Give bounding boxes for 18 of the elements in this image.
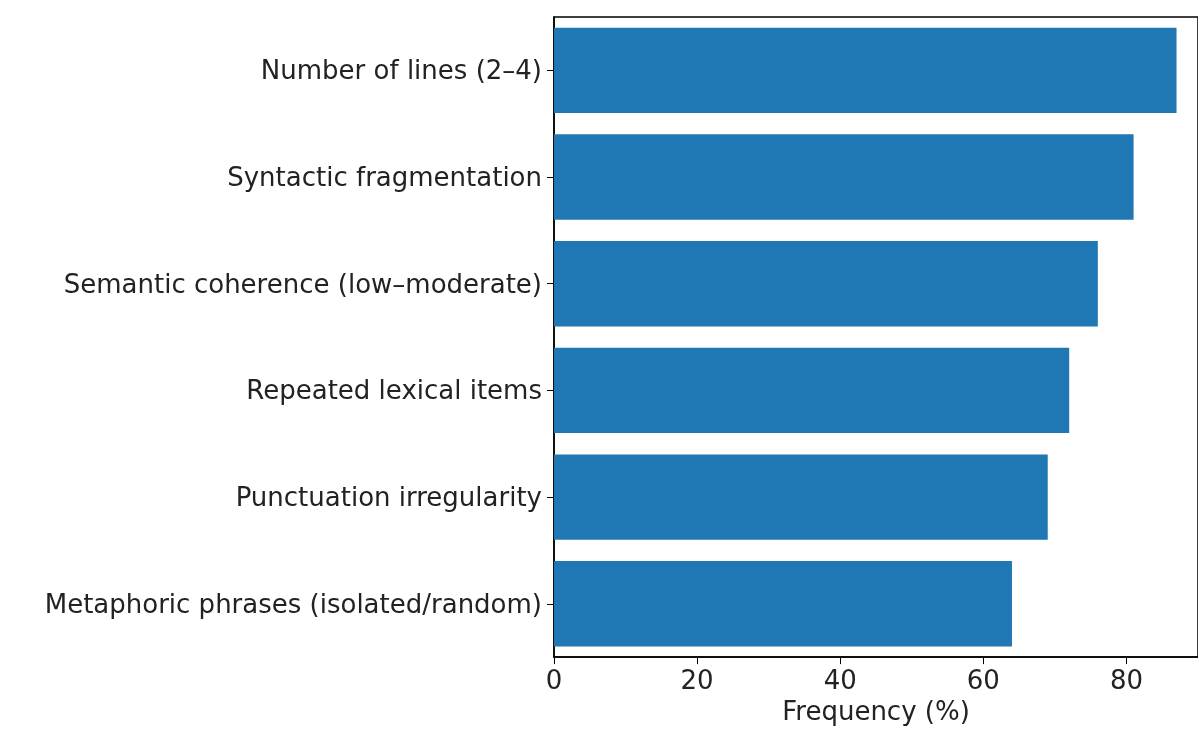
bar [554, 27, 1177, 114]
y-tick-label: Repeated lexical items [246, 375, 542, 406]
x-tick-label: 80 [1109, 665, 1143, 696]
y-tick-label: Punctuation irregularity [235, 482, 542, 513]
bar [554, 561, 1012, 647]
x-axis-title: Frequency (%) [782, 696, 970, 726]
y-tick-label: Number of lines (2–4) [260, 55, 542, 86]
x-tick-label: 40 [823, 665, 857, 696]
bar [554, 347, 1070, 434]
x-tick-label: 20 [680, 665, 714, 696]
x-tick-label: 60 [966, 665, 1000, 696]
y-tick-label: Metaphoric phrases (isolated/random) [44, 588, 542, 619]
y-tick-label: Semantic coherence (low–moderate) [63, 268, 542, 299]
bar [554, 454, 1048, 540]
bar [554, 134, 1134, 220]
y-tick-label: Syntactic fragmentation [227, 162, 542, 193]
bar [554, 241, 1098, 327]
x-tick-label: 0 [545, 665, 563, 696]
